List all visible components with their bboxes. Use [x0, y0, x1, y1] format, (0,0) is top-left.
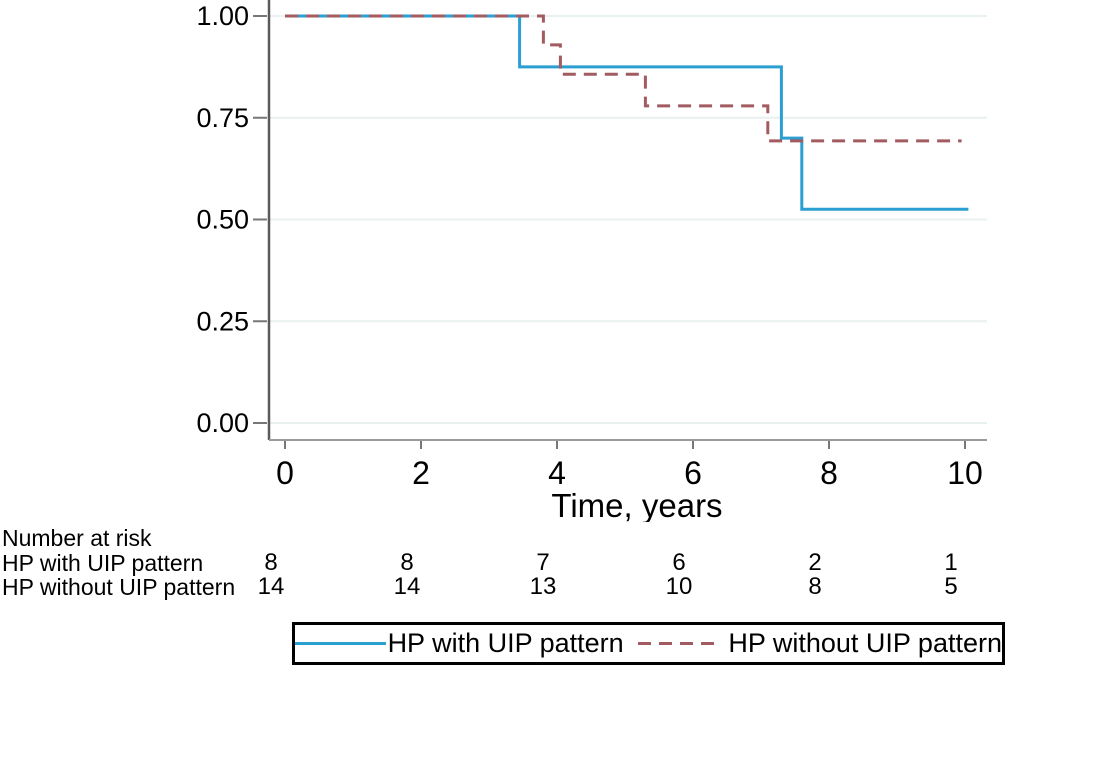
y-tick-label: 0.25 [196, 306, 249, 336]
risk-value: 14 [257, 573, 285, 600]
x-tick-label: 0 [276, 455, 294, 491]
risk-value: 13 [529, 573, 557, 600]
risk-value: 2 [808, 549, 822, 576]
series-hp-with-uip-pattern-line [285, 14, 969, 211]
risk-value: 10 [665, 573, 693, 600]
legend: HP with UIP pattern HP without UIP patte… [292, 622, 1005, 665]
y-tick-label: 1.00 [196, 1, 249, 31]
risk-value: 1 [944, 549, 958, 576]
y-tick-label: 0.50 [196, 205, 249, 235]
risk-value: 6 [672, 549, 686, 576]
solid-line-sample [295, 642, 386, 645]
footnote-line-1: *Due to the great reduction in the effec… [100, 766, 1094, 771]
risk-value: 5 [944, 573, 958, 600]
risk-value: 14 [393, 573, 421, 600]
dashed-line-sample [637, 642, 723, 645]
footnote: *Due to the great reduction in the effec… [100, 688, 1094, 771]
y-tick-label: 0.00 [196, 408, 249, 438]
risk-table-title: Number at risk [2, 525, 152, 551]
risk-value: 8 [264, 549, 278, 576]
legend-label-hp-without-uip: HP without UIP pattern [728, 628, 1002, 658]
legend-label-hp-with-uip: HP with UIP pattern [387, 628, 624, 658]
x-tick-label: 2 [412, 455, 430, 491]
risk-row-label: HP with UIP pattern [2, 550, 204, 576]
x-tick-label: 10 [947, 455, 983, 491]
km-chart: 0.00 0.25 0.50 0.75 1.00 0 2 4 6 8 10 Time, years [196, 0, 987, 522]
risk-value: 8 [808, 573, 822, 600]
y-tick-label: 0.75 [196, 103, 249, 133]
risk-row-label: HP without UIP pattern [2, 574, 236, 600]
x-axis-title: Time, years [551, 487, 722, 522]
x-tick-label: 8 [820, 455, 838, 491]
x-tick-label: 6 [684, 455, 702, 491]
x-tick-label: 4 [548, 455, 566, 491]
risk-value: 7 [536, 549, 550, 576]
risk-table: Number at risk HP with UIP pattern 8 8 7 6 2 1… [0, 526, 1094, 604]
series-hp-without-uip-pattern-line [285, 14, 962, 143]
risk-value: 8 [400, 549, 414, 576]
